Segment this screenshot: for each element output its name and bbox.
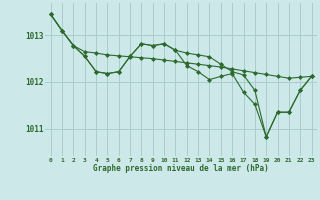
X-axis label: Graphe pression niveau de la mer (hPa): Graphe pression niveau de la mer (hPa)	[93, 164, 269, 173]
